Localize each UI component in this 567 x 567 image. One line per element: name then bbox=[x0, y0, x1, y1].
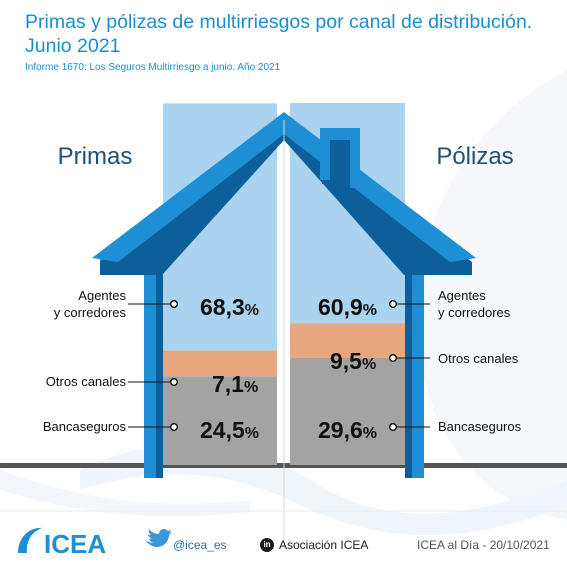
connector-dot-polizas-agentes bbox=[389, 300, 398, 309]
label-right-agentes-2: y corredores bbox=[438, 305, 511, 320]
bar-primas-otros bbox=[163, 350, 277, 377]
connector-dot-primas-agentes bbox=[169, 300, 178, 309]
channel-labels-right: Agentes y corredores Otros canales Banca… bbox=[438, 288, 522, 434]
bar-polizas-otros bbox=[290, 323, 405, 358]
channel-labels-left: Agentes y corredores Otros canales Banca… bbox=[43, 288, 127, 434]
title-line-1: Primas y pólizas de multirriesgos por ca… bbox=[25, 11, 533, 33]
bar-polizas-banca bbox=[290, 357, 405, 465]
linkedin-handle[interactable]: Asociación ICEA bbox=[279, 538, 369, 552]
label-right-banca: Bancaseguros bbox=[438, 419, 522, 434]
value-labels: 68,3% 7,1% 24,5% 60,9% 9,5% 29,6% bbox=[200, 294, 377, 443]
icea-logo: ICEA bbox=[18, 527, 106, 559]
logo-swoosh-icon bbox=[18, 527, 42, 553]
value-primas-agentes: 68,3% bbox=[200, 294, 259, 320]
twitter-handle[interactable]: @icea_es bbox=[173, 538, 227, 552]
label-left-agentes-1: Agentes bbox=[78, 288, 126, 303]
value-primas-otros: 7,1% bbox=[212, 371, 258, 397]
column-label-primas: Primas bbox=[58, 143, 133, 170]
subtitle: Informe 1670: Los Seguros Multirriesgo a… bbox=[25, 62, 281, 73]
label-left-agentes-2: y corredores bbox=[54, 305, 127, 320]
connectors-left bbox=[128, 303, 170, 428]
value-polizas-agentes: 60,9% bbox=[318, 294, 377, 320]
bar-primas-banca bbox=[163, 376, 277, 465]
twitter-icon bbox=[145, 529, 172, 547]
column-label-polizas: Pólizas bbox=[436, 143, 513, 170]
connector-dot-primas-banca bbox=[169, 423, 178, 432]
label-right-agentes-1: Agentes bbox=[438, 288, 486, 303]
connectors-right bbox=[396, 303, 430, 428]
connector-dot-polizas-otros bbox=[389, 354, 398, 363]
linkedin-icon: in bbox=[260, 538, 274, 552]
label-left-banca: Bancaseguros bbox=[43, 419, 127, 434]
value-polizas-otros: 9,5% bbox=[330, 348, 376, 374]
value-polizas-banca: 29,6% bbox=[318, 417, 377, 443]
date-note: ICEA al Día - 20/10/2021 bbox=[417, 538, 550, 552]
label-right-otros: Otros canales bbox=[438, 351, 519, 366]
house-outline bbox=[100, 258, 466, 478]
connector-dot-polizas-banca bbox=[389, 423, 398, 432]
value-primas-banca: 24,5% bbox=[200, 417, 259, 443]
title-line-2: Junio 2021 bbox=[25, 35, 121, 57]
house-roof bbox=[92, 112, 476, 275]
label-left-otros: Otros canales bbox=[46, 374, 127, 389]
logo-text: ICEA bbox=[44, 529, 106, 559]
connector-dot-primas-otros bbox=[169, 378, 178, 387]
